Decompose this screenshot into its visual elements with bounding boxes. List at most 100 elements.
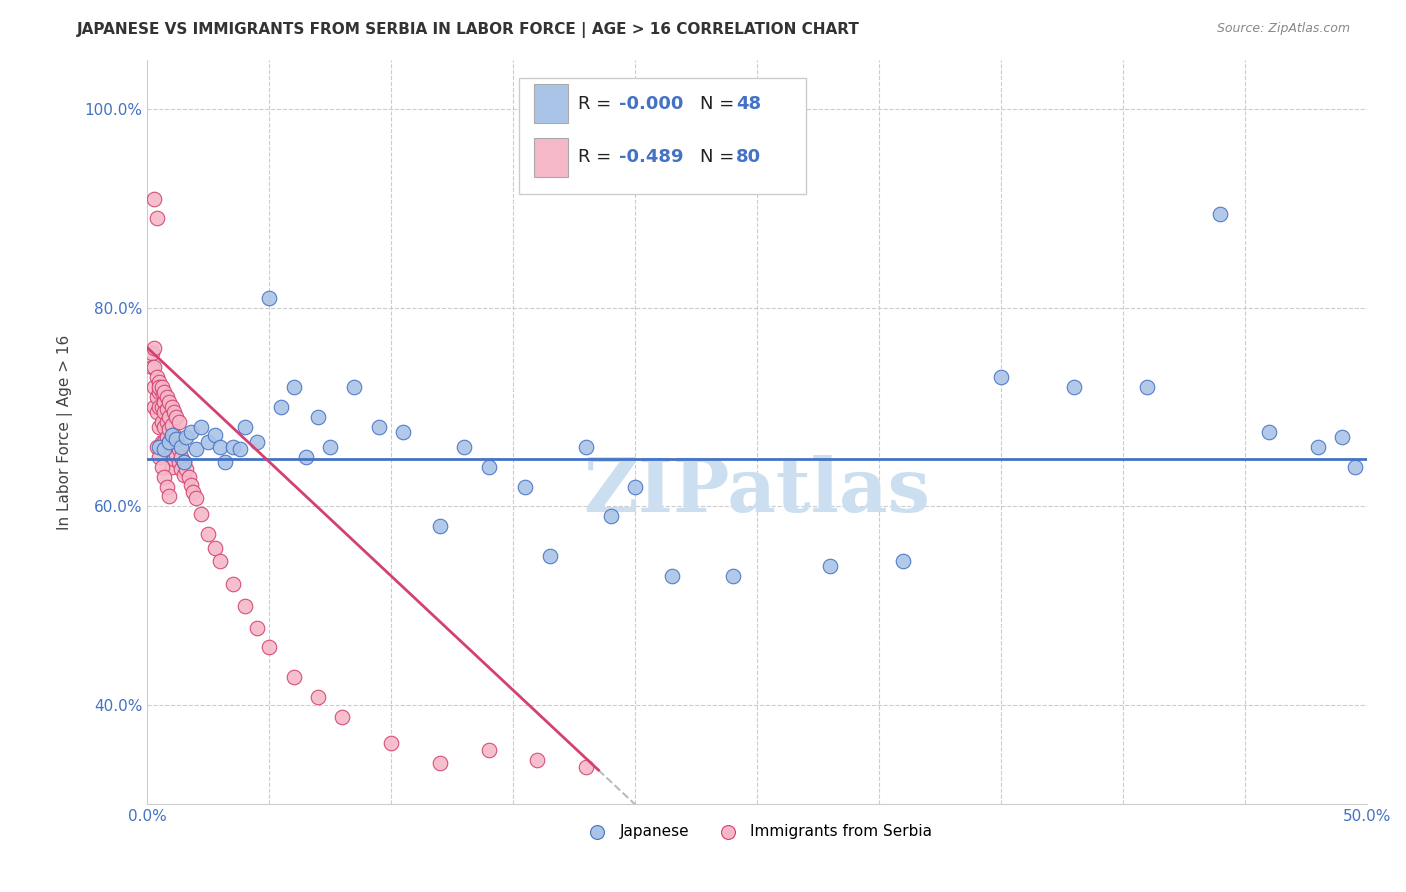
Point	[233, 420, 256, 434]
Text: R =: R =	[578, 95, 617, 112]
Point	[165, 432, 187, 446]
Point	[990, 370, 1012, 384]
Point	[392, 425, 415, 439]
Point	[599, 509, 621, 524]
Point	[167, 442, 190, 456]
Point	[1331, 430, 1354, 444]
Point	[141, 345, 163, 359]
Point	[1063, 380, 1085, 394]
Point	[160, 400, 183, 414]
Point	[157, 434, 180, 449]
Point	[156, 430, 179, 444]
Point	[538, 549, 561, 563]
Point	[453, 440, 475, 454]
Point	[163, 405, 186, 419]
Point	[246, 434, 269, 449]
Point	[165, 434, 187, 449]
Point	[150, 415, 173, 429]
Point	[146, 405, 169, 419]
Point	[148, 380, 170, 394]
Point	[343, 380, 366, 394]
Text: -0.489: -0.489	[619, 148, 683, 166]
Point	[197, 434, 219, 449]
Point	[165, 448, 187, 462]
Point	[160, 428, 183, 442]
Point	[233, 599, 256, 613]
Point	[183, 484, 205, 499]
Point	[818, 559, 841, 574]
Point	[204, 541, 226, 555]
Point	[156, 415, 179, 429]
Point	[167, 415, 190, 429]
Text: ZIPatlas: ZIPatlas	[583, 455, 931, 528]
Point	[160, 417, 183, 432]
Point	[148, 420, 170, 434]
Point	[270, 400, 292, 414]
Point	[721, 569, 744, 583]
Point	[157, 422, 180, 436]
Point	[143, 341, 166, 355]
Point	[319, 440, 342, 454]
Point	[221, 440, 243, 454]
Point	[153, 434, 176, 449]
Point	[170, 440, 193, 454]
Point	[1306, 440, 1329, 454]
Legend: Japanese, Immigrants from Serbia: Japanese, Immigrants from Serbia	[575, 818, 939, 845]
Point	[146, 370, 169, 384]
Point	[380, 736, 402, 750]
Point	[283, 380, 305, 394]
Point	[160, 432, 183, 446]
Point	[148, 440, 170, 454]
Point	[150, 459, 173, 474]
Point	[307, 410, 329, 425]
Point	[221, 577, 243, 591]
Point	[204, 428, 226, 442]
Point	[150, 380, 173, 394]
Point	[173, 455, 195, 469]
Point	[163, 440, 186, 454]
Point	[209, 440, 232, 454]
Point	[170, 461, 193, 475]
Point	[190, 420, 212, 434]
Point	[429, 519, 451, 533]
Point	[197, 527, 219, 541]
Point	[1209, 206, 1232, 220]
Point	[257, 640, 280, 655]
Text: N =: N =	[700, 95, 740, 112]
Point	[575, 440, 598, 454]
Text: Source: ZipAtlas.com: Source: ZipAtlas.com	[1216, 22, 1350, 36]
Point	[173, 455, 195, 469]
Point	[526, 753, 548, 767]
Bar	[534, 137, 568, 177]
Point	[174, 461, 197, 475]
Point	[148, 385, 170, 400]
Point	[150, 434, 173, 449]
Point	[143, 400, 166, 414]
Point	[156, 402, 179, 417]
Point	[143, 360, 166, 375]
Point	[156, 479, 179, 493]
Point	[148, 376, 170, 390]
Point	[190, 508, 212, 522]
Point	[163, 428, 186, 442]
Point	[165, 410, 187, 425]
Point	[1136, 380, 1159, 394]
Point	[156, 390, 179, 404]
Point	[180, 477, 202, 491]
Point	[153, 469, 176, 483]
Point	[429, 756, 451, 770]
Point	[330, 710, 353, 724]
Text: JAPANESE VS IMMIGRANTS FROM SERBIA IN LABOR FORCE | AGE > 16 CORRELATION CHART: JAPANESE VS IMMIGRANTS FROM SERBIA IN LA…	[77, 22, 860, 38]
Point	[153, 385, 176, 400]
Point	[146, 211, 169, 226]
Point	[148, 400, 170, 414]
Point	[173, 467, 195, 482]
Point	[1258, 425, 1281, 439]
Point	[180, 425, 202, 439]
Point	[163, 451, 186, 466]
Point	[177, 469, 200, 483]
Text: 80: 80	[737, 148, 762, 166]
Point	[170, 450, 193, 464]
Text: 48: 48	[737, 95, 762, 112]
Point	[157, 490, 180, 504]
